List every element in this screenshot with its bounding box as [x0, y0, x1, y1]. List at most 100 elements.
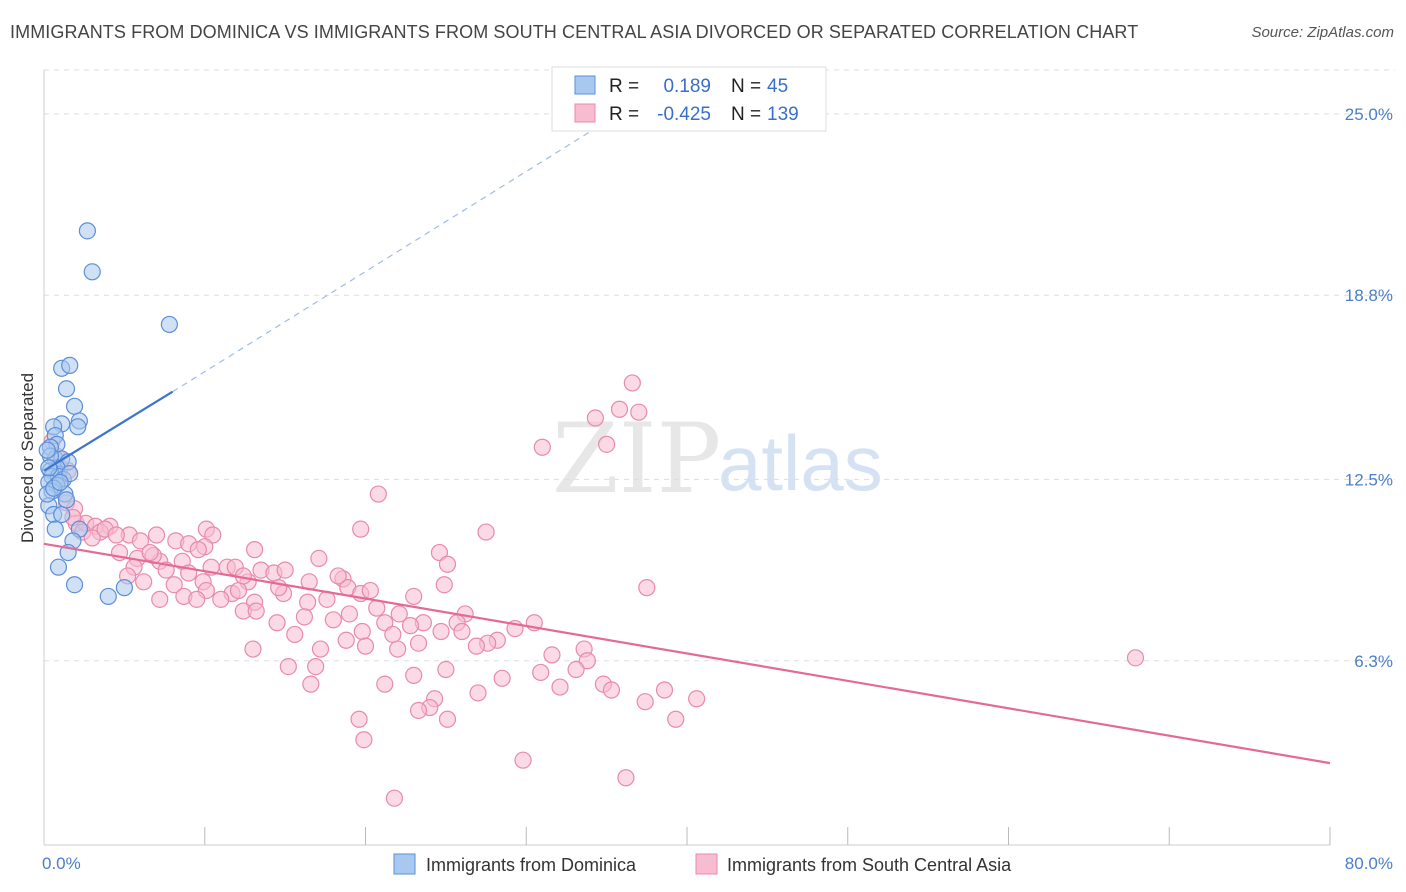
- south-central-asia-point: [617, 769, 635, 787]
- south-central-asia-point: [409, 634, 428, 652]
- dominica-point: [99, 587, 117, 606]
- legend-box: [551, 66, 827, 132]
- bottom-legend-swatch-blue: [393, 853, 416, 875]
- legend-r-label-2: R =: [609, 104, 639, 125]
- south-central-asia-point: [578, 652, 596, 670]
- south-central-asia-point: [437, 660, 455, 679]
- dominica-point: [78, 222, 97, 240]
- south-central-asia-point: [204, 526, 222, 544]
- south-central-asia-point: [311, 640, 330, 658]
- dominica-point: [51, 473, 69, 491]
- dominica-point: [61, 356, 79, 374]
- dominica-point: [65, 576, 84, 594]
- y-tick-label: 6.3%: [1354, 652, 1393, 671]
- series-south-central-asia: [43, 374, 1145, 807]
- south-central-asia-point: [469, 684, 487, 702]
- south-central-asia-point: [438, 555, 457, 573]
- south-central-asia-point: [390, 605, 408, 623]
- south-central-asia-point: [389, 640, 407, 658]
- source-credit: Source: ZipAtlas.com: [1251, 24, 1394, 41]
- south-central-asia-point: [586, 409, 604, 427]
- south-central-asia-point: [655, 681, 674, 699]
- series-dominica: [38, 222, 178, 606]
- dominica-point: [46, 520, 64, 538]
- legend-r-value-2: -0.425: [657, 104, 711, 125]
- south-central-asia-point: [307, 658, 325, 676]
- south-central-asia-point: [268, 614, 286, 632]
- south-central-asia-point: [244, 640, 262, 658]
- legend-r-value-1: 0.189: [663, 76, 711, 97]
- y-tick-label: 25.0%: [1345, 105, 1393, 124]
- south-central-asia-point: [337, 631, 355, 649]
- series-legend: Immigrants from Dominica Immigrants from…: [393, 853, 1012, 875]
- legend-swatch-blue: [574, 75, 596, 95]
- south-central-asia-point: [135, 573, 153, 591]
- bottom-legend-swatch-pink: [695, 853, 718, 875]
- south-central-asia-point: [353, 622, 371, 641]
- south-central-asia-point: [477, 523, 495, 541]
- south-central-asia-point: [409, 701, 428, 720]
- south-central-asia-point: [667, 710, 685, 728]
- dominica-point: [160, 315, 178, 334]
- x-tick-marks: [204, 827, 1331, 845]
- dominica-point: [38, 441, 56, 459]
- legend-n-value-1: 45: [767, 76, 788, 97]
- south-central-asia-point: [299, 593, 317, 611]
- south-central-asia-trend-line: [43, 542, 1331, 765]
- south-central-asia-point: [350, 710, 368, 728]
- y-tick-labels: 6.3% 12.5% 18.8% 25.0%: [1345, 105, 1393, 671]
- south-central-asia-point: [295, 608, 314, 626]
- south-central-asia-point: [430, 543, 449, 562]
- south-central-asia-point: [493, 669, 511, 687]
- south-central-asia-point: [453, 622, 471, 641]
- bottom-legend-label-dominica: Immigrants from Dominica: [426, 855, 637, 875]
- chart-title: IMMIGRANTS FROM DOMINICA VS IMMIGRANTS F…: [10, 22, 1139, 42]
- south-central-asia-point: [310, 549, 328, 567]
- legend-n-value-2: 139: [767, 104, 799, 125]
- bottom-legend-label-south-central-asia: Immigrants from South Central Asia: [727, 855, 1012, 875]
- x-tick-label-max: 80.0%: [1345, 854, 1393, 873]
- south-central-asia-point: [147, 526, 166, 544]
- dominica-trend-extension: [172, 130, 591, 393]
- south-central-asia-point: [189, 541, 207, 559]
- south-central-asia-point: [384, 625, 402, 644]
- south-central-asia-point: [340, 605, 359, 623]
- south-central-asia-point: [532, 663, 550, 682]
- legend-swatch-pink: [574, 103, 596, 123]
- y-tick-label: 18.8%: [1345, 286, 1393, 305]
- south-central-asia-point: [401, 617, 420, 635]
- south-central-asia-point: [438, 710, 457, 728]
- south-central-asia-point: [352, 520, 370, 538]
- watermark-atlas: atlas: [718, 419, 883, 507]
- south-central-asia-point: [324, 611, 342, 629]
- south-central-asia-point: [212, 590, 230, 608]
- south-central-asia-point: [355, 731, 373, 749]
- legend-n-label-1: N =: [731, 76, 761, 97]
- south-central-asia-point: [247, 602, 265, 620]
- legend-r-label-1: R =: [609, 76, 639, 97]
- south-central-asia-point: [131, 532, 150, 550]
- dominica-point: [115, 579, 133, 597]
- south-central-asia-point: [329, 567, 347, 585]
- dominica-point: [49, 558, 68, 576]
- south-central-asia-point: [514, 751, 532, 769]
- south-central-asia-point: [356, 637, 375, 655]
- south-central-asia-point: [598, 435, 616, 453]
- south-central-asia-point: [279, 658, 297, 676]
- south-central-asia-point: [369, 485, 387, 503]
- south-central-asia-point: [638, 579, 656, 597]
- x-tick-label-min: 0.0%: [42, 854, 81, 873]
- south-central-asia-point: [151, 590, 169, 608]
- dominica-trend-line: [43, 390, 174, 472]
- dominica-point: [57, 491, 76, 509]
- south-central-asia-point: [229, 581, 248, 600]
- south-central-asia-point: [688, 690, 706, 708]
- south-central-asia-point: [405, 666, 423, 684]
- south-central-asia-point: [286, 625, 304, 644]
- south-central-asia-point: [83, 529, 101, 547]
- south-central-asia-point: [245, 541, 264, 559]
- south-central-asia-point: [623, 374, 641, 392]
- dominica-point: [65, 397, 84, 415]
- y-tick-label: 12.5%: [1345, 470, 1393, 489]
- south-central-asia-point: [107, 526, 125, 544]
